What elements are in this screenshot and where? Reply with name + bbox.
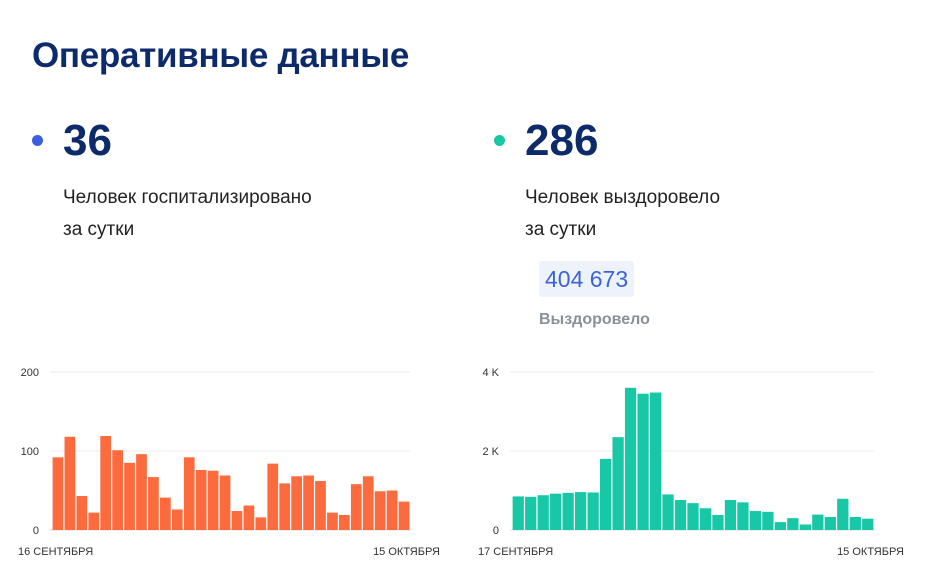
bar [712,514,724,530]
bar [386,490,398,530]
hospitalized-description: Человек госпитализировано за сутки [63,182,312,246]
bar [612,437,624,530]
y-tick-label: 2 K [482,446,499,458]
bar [537,495,549,530]
bar [64,436,76,530]
bar [525,496,537,530]
bar [649,392,662,530]
y-tick-label: 0 [493,525,499,537]
bar [637,393,649,530]
x-start-label: 16 СЕНТЯБРЯ [18,546,93,558]
recovered-description: Человек выздоровело за сутки [525,182,720,246]
bar [148,477,159,530]
bar [724,499,737,530]
bar [88,512,100,530]
bar [76,496,88,530]
bar [824,516,836,530]
y-tick-label: 200 [21,367,39,379]
bar [362,476,374,530]
bar [512,496,524,530]
bar [160,497,171,530]
bar [662,494,674,530]
bar [562,492,574,530]
bar [837,498,849,530]
page-title: Оперативные данные [32,36,409,75]
bar [599,458,612,530]
bar [799,524,811,530]
bar [255,517,267,530]
bar [862,518,874,530]
bar [100,435,112,530]
bar [303,475,314,530]
x-start-label: 17 СЕНТЯБРЯ [478,546,553,558]
recovered-chart: 0 2 K 4 K 17 СЕНТЯБРЯ 15 ОКТЯБРЯ [478,367,904,558]
y-tick-label: 100 [21,446,39,458]
bar [550,493,562,530]
bar [219,475,231,530]
bar [398,501,410,530]
bar [374,491,386,530]
recovered-desc-line1: Человек выздоровело [525,187,721,208]
bar [787,518,799,530]
bar [339,514,350,530]
hospitalized-dot [32,135,43,146]
bar [575,492,587,530]
bar [195,469,207,530]
bar [812,514,824,530]
hospitalized-desc-line2: за сутки [63,219,135,240]
bar [737,502,749,530]
bar [624,387,637,530]
bar [687,503,699,530]
bar [124,462,135,530]
bar [267,463,279,530]
bar [749,511,762,530]
total-recovered-label: Выздоровело [539,311,650,328]
hospitalized-value: 36 [63,116,112,165]
recovered-dot [494,135,505,146]
x-end-label: 15 ОКТЯБРЯ [373,546,440,558]
bar [112,450,123,530]
hospitalized-desc-line1: Человек госпитализировано [63,187,312,208]
bar [587,492,599,530]
recovered-desc-line2: за сутки [525,219,597,240]
recovered-value: 286 [525,116,599,165]
bar [243,505,255,530]
bar [231,511,243,530]
bar [279,483,291,530]
bar [350,484,362,530]
bar [762,511,774,530]
bar [699,508,712,530]
bar [207,470,219,530]
bar [849,516,861,530]
hospitalized-chart: 0 100 200 16 СЕНТЯБРЯ 15 ОКТЯБРЯ [18,367,440,558]
y-tick-label: 0 [33,525,39,537]
bar [315,481,326,530]
bar [52,457,64,530]
bar [136,454,147,530]
x-end-label: 15 ОКТЯБРЯ [837,546,904,558]
bar [291,476,302,530]
bar [674,499,687,530]
y-tick-label: 4 K [482,367,499,379]
bar [171,509,183,530]
bar [183,457,195,530]
total-recovered-value: 404 673 [539,261,635,297]
bar [327,512,338,530]
bar [774,522,787,530]
